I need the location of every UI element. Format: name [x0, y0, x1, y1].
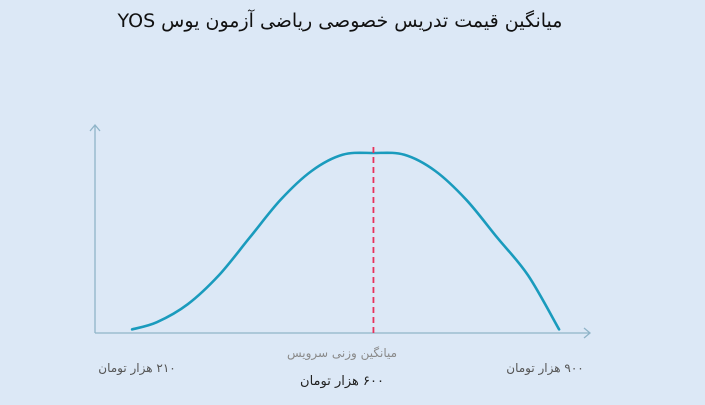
x-axis-arrow: [583, 327, 592, 339]
y-axis-arrow: [89, 123, 101, 132]
x-min-label: ۲۱۰ هزار تومان: [98, 361, 176, 376]
chart-title: میانگین قیمت تدریس خصوصی ریاضی آزمون یوس…: [117, 8, 563, 32]
axes: [89, 123, 592, 339]
distribution-curve: [130, 151, 561, 331]
x-max-label: ۹۰۰ هزار تومان: [506, 361, 584, 376]
mean-value-label: ۶۰۰ هزار تومان: [300, 374, 384, 389]
mean-caption: میانگین وزنی سرویس: [287, 346, 397, 361]
